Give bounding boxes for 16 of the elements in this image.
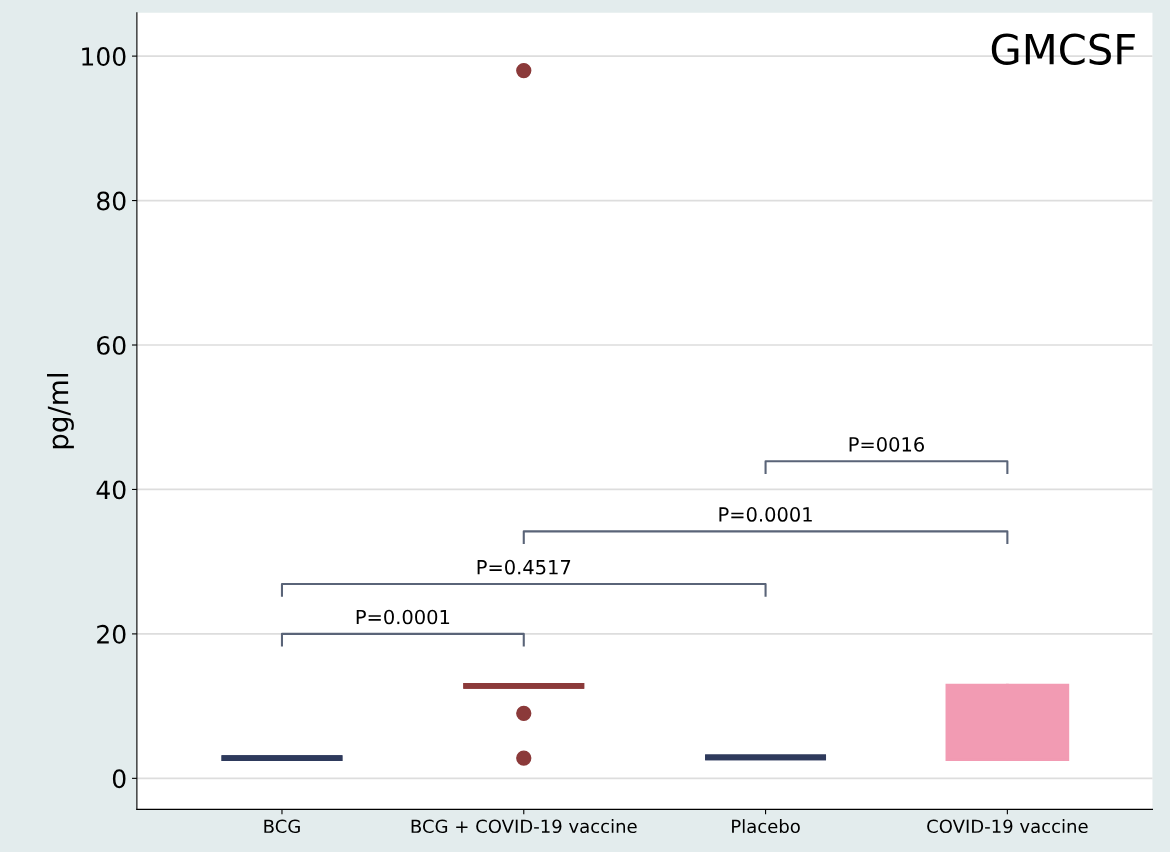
y-tick-label: 100 (82, 47, 126, 66)
x-tick-label: Placebo (732, 819, 800, 834)
chart-title: GMCSF (991, 33, 1135, 65)
annotation: P=0.4517 (477, 559, 571, 575)
x-tick-label: BCG (264, 819, 300, 834)
x-tick-label: BCG + COVID-19 vaccine (411, 819, 637, 834)
y-tick-label: 60 (97, 335, 126, 355)
y-axis-title: pg/ml (47, 374, 74, 449)
annotation: P=0.0001 (356, 609, 450, 625)
y-tick-label: 20 (97, 624, 126, 644)
y-tick-label: 40 (96, 480, 126, 500)
annotation: P=0016 (849, 437, 924, 452)
y-tick-label: 0 (112, 769, 126, 789)
annotation: P=0.0001 (719, 507, 812, 522)
y-tick-label: 80 (97, 191, 126, 211)
x-tick-label: COVID-19 vaccine (927, 819, 1088, 834)
